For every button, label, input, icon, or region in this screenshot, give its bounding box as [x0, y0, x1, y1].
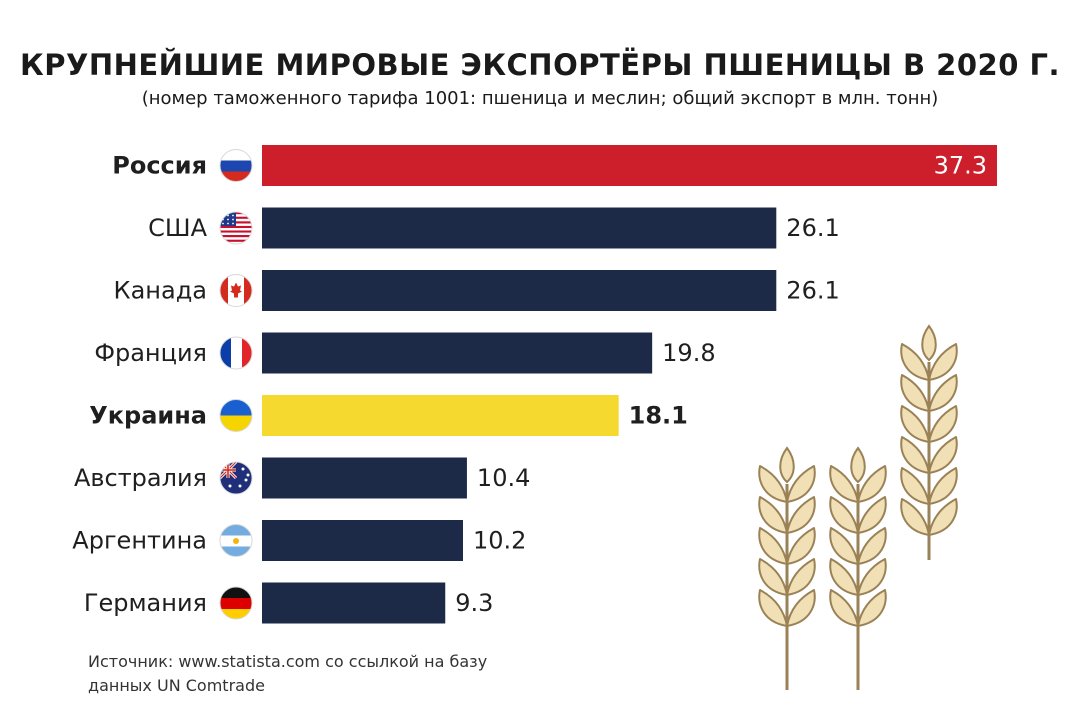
category-label: Франция — [94, 339, 207, 367]
category-label: Австралия — [74, 464, 207, 492]
bar — [262, 520, 463, 561]
wheat-stalk-icon — [900, 324, 958, 560]
bar-row: США 26.1 — [148, 207, 840, 249]
bar — [262, 332, 653, 374]
bar — [262, 582, 446, 624]
chart-subtitle: (номер таможенного тарифа 1001: пшеница … — [141, 88, 939, 109]
value-label: 10.4 — [477, 464, 530, 492]
wheat-illustration — [758, 324, 958, 690]
value-label: 19.8 — [662, 339, 715, 367]
bar — [262, 270, 777, 311]
category-label: Канада — [114, 277, 207, 305]
wheat-stalk-icon — [829, 446, 887, 690]
australia-flag-icon — [219, 461, 253, 495]
value-label: 9.3 — [455, 589, 493, 617]
wheat-stalk-icon — [758, 446, 816, 690]
category-label: США — [148, 214, 207, 242]
bar-row: Канада 26.1 — [114, 270, 840, 311]
bar-row: Аргентина 10.2 — [72, 520, 526, 561]
usa-flag-icon — [219, 211, 253, 245]
bar-row: Украина 18.1 — [89, 395, 688, 436]
france-flag-icon — [219, 336, 253, 370]
bar-row: Германия 9.3 — [84, 582, 493, 624]
value-label: 10.2 — [473, 527, 526, 555]
argentina-flag-icon — [219, 524, 253, 557]
bar-row: Франция 19.8 — [94, 332, 716, 374]
bar — [262, 207, 777, 249]
germany-flag-icon — [219, 586, 253, 620]
bar — [262, 395, 619, 436]
bar — [262, 145, 997, 186]
source-note: Источник: www.statista.com со ссылкой на… — [88, 652, 488, 695]
russia-flag-icon — [219, 149, 253, 182]
category-label: Германия — [84, 589, 207, 617]
canada-flag-icon — [219, 274, 253, 307]
category-label: Аргентина — [72, 527, 207, 555]
value-label: 37.3 — [934, 152, 987, 180]
category-label: Украина — [89, 402, 207, 430]
value-label: 26.1 — [786, 214, 839, 242]
bar-row: Россия 37.3 — [112, 145, 997, 186]
ukraine-flag-icon — [219, 399, 253, 432]
category-label: Россия — [112, 152, 207, 180]
chart-title: КРУПНЕЙШИЕ МИРОВЫЕ ЭКСПОРТЁРЫ ПШЕНИЦЫ В … — [20, 48, 1060, 82]
bar — [262, 457, 467, 499]
bar-row: Австралия 10.4 — [74, 457, 530, 499]
value-label: 26.1 — [786, 277, 839, 305]
value-label: 18.1 — [629, 402, 688, 430]
